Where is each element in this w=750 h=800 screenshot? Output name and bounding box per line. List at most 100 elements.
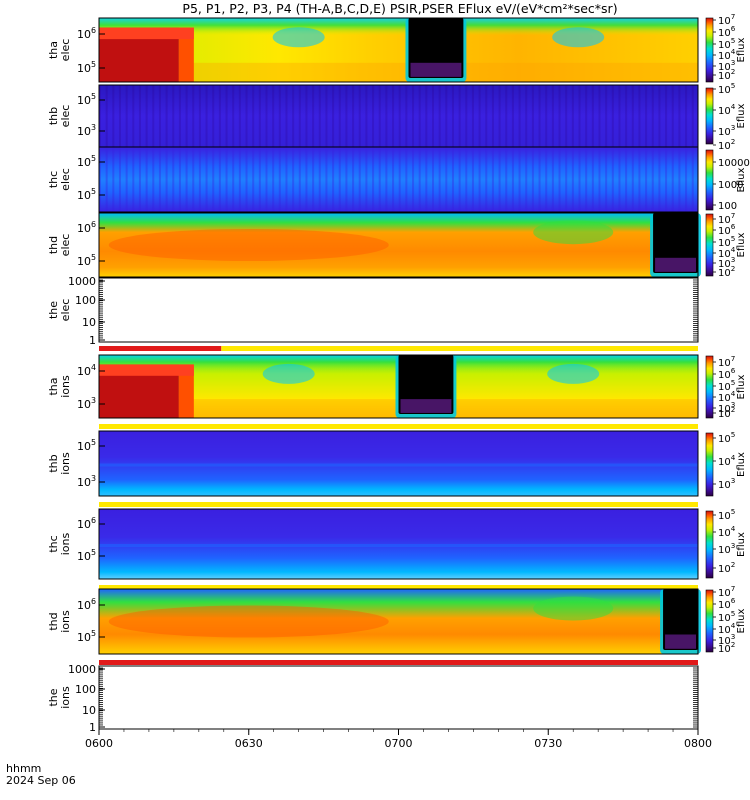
time-tick-label: 0800 (684, 737, 712, 750)
y-tick-label: 105 (77, 548, 96, 563)
time-tick-label: 0630 (235, 737, 263, 750)
panel-ylabel: thaions (47, 375, 72, 398)
y-tick-label: 1 (89, 721, 96, 734)
y-tick-label: 106 (77, 220, 96, 235)
panel-frame (98, 354, 699, 419)
colorbar-tick-label: 105 (718, 430, 735, 445)
flag-bar-yellow (99, 424, 698, 429)
y-tick-label: 10 (82, 316, 96, 329)
y-tick-label: 105 (77, 92, 96, 107)
colorbar (705, 355, 714, 419)
panel-frame (98, 277, 699, 343)
y-tick-label: 105 (77, 253, 96, 268)
y-tick-label: 1 (89, 334, 96, 347)
y-tick-label: 105 (77, 187, 96, 202)
panel-frame (98, 430, 699, 497)
y-tick-label: 105 (77, 438, 96, 453)
colorbar-label: Eflux (736, 608, 747, 633)
flag-bar-yellow (221, 346, 698, 351)
colorbar-label: Eflux (736, 232, 747, 257)
y-tick-label: 105 (77, 60, 96, 75)
colorbar-label: Eflux (736, 374, 747, 399)
y-tick-label: 103 (77, 123, 96, 138)
colorbar-tick-label: 104 (718, 453, 736, 468)
colorbar (705, 510, 714, 579)
panel-ylabel: thcions (47, 532, 72, 555)
colorbar-tick-label: 100 (718, 201, 737, 212)
panel-group: 106105thaelec107106105104103102Eflux1051… (47, 12, 750, 734)
y-tick-label: 103 (77, 396, 96, 411)
panel-frame (98, 17, 699, 83)
panel-frame (98, 212, 699, 278)
time-tick-label: 0700 (385, 737, 413, 750)
colorbar-tick-label: 104 (718, 102, 736, 117)
colorbar-tick-label: 1000 (718, 180, 743, 191)
colorbar (705, 589, 714, 653)
colorbar-tick-label: 103 (718, 123, 735, 138)
y-tick-label: 100 (75, 294, 96, 307)
y-tick-label: 105 (77, 629, 96, 644)
colorbar-label: Eflux (736, 452, 747, 477)
panel-ylabel: theions (47, 686, 72, 709)
panel-ylabel: theelec (47, 299, 72, 322)
colorbar-label: Eflux (736, 532, 747, 557)
flag-bar-red (99, 346, 222, 351)
y-tick-label: 1000 (68, 275, 96, 288)
colorbar (705, 213, 714, 277)
y-tick-label: 106 (77, 597, 96, 612)
colorbar-tick-label: 103 (718, 476, 735, 491)
panel-thc-elec: 105 105 thcelec 10000 1000 100 Eflux (47, 146, 750, 213)
y-tick-label: 106 (77, 26, 96, 41)
y-tick-label: 1000 (68, 663, 96, 676)
colorbar-tick-label: 102 (718, 560, 735, 575)
time-tick-label: 0600 (85, 737, 113, 750)
colorbar-tick-label: 105 (718, 81, 735, 96)
y-tick-label: 100 (75, 683, 96, 696)
time-axis: 0600 0630 0700 0730 0800 (85, 729, 712, 750)
colorbar (705, 149, 714, 211)
panel-frame (98, 665, 699, 730)
panel-ylabel: thbelec (47, 105, 72, 128)
figure-title: P5, P1, P2, P3, P4 (TH-A,B,C,D,E) PSIR,P… (182, 1, 617, 16)
y-tick-label: 105 (77, 154, 96, 169)
heatmap-thb-elec (99, 85, 698, 147)
colorbar-tick-label: 105 (718, 507, 735, 522)
colorbar-tick-label: 102 (718, 137, 735, 152)
colorbar-label: Eflux (736, 167, 747, 192)
panel-frame (98, 508, 699, 580)
flag-bar-yellow (99, 585, 698, 590)
panel-frame (98, 146, 699, 213)
y-tick-label: 10 (82, 704, 96, 717)
colorbar-tick-label: 103 (718, 541, 735, 556)
flag-bar-yellow (99, 502, 698, 507)
colorbar-label: Eflux (736, 37, 747, 62)
panel-ylabel: thcelec (47, 168, 72, 191)
y-tick-label: 106 (77, 516, 96, 531)
panel-the-elec: 1000 100 10 1 theelec (47, 275, 699, 351)
colorbar (705, 432, 714, 497)
colorbar-label: Eflux (736, 103, 747, 128)
panel-ylabel: thbions (47, 452, 72, 475)
time-axis-date: 2024 Sep 06 (6, 774, 76, 787)
colorbar (705, 17, 714, 83)
panel-ylabel: thaelec (47, 39, 72, 62)
flag-bar-red (99, 660, 698, 665)
heatmap-thc-elec (99, 147, 698, 212)
time-axis-label: hhmm (6, 762, 41, 775)
panel-ylabel: thdelec (47, 234, 72, 257)
colorbar-tick-label: 10000 (718, 158, 750, 169)
y-tick-label: 103 (77, 474, 96, 489)
colorbar-tick-label: 104 (718, 524, 736, 539)
y-tick-label: 104 (77, 363, 96, 378)
time-tick-label: 0730 (534, 737, 562, 750)
panel-the-ions: 1000 100 10 1 theions (47, 663, 699, 734)
colorbar (705, 87, 714, 145)
panel-ylabel: thdions (47, 610, 72, 633)
